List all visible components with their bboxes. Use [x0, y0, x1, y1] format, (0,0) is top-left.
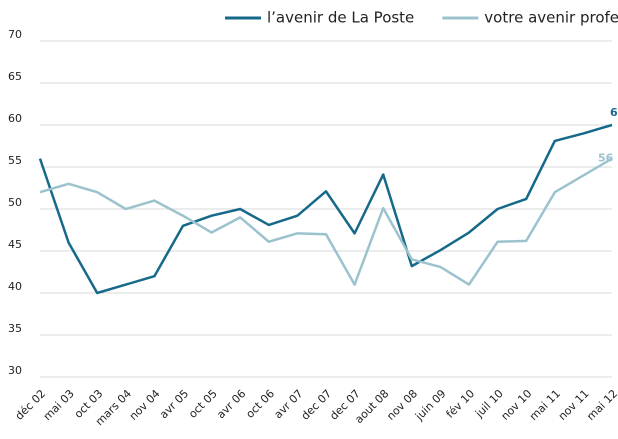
y-tick-label: 55 — [8, 154, 22, 167]
end-value-label: 56 — [598, 152, 614, 165]
legend-label: votre avenir professionnel — [484, 9, 618, 27]
series-line — [39, 157, 613, 286]
x-tick-label: nov 04 — [127, 387, 163, 423]
legend-label: l’avenir de La Poste — [267, 9, 414, 27]
x-tick-label: oct 05 — [186, 387, 220, 421]
x-tick-label: fév 10 — [444, 387, 478, 421]
x-tick-label: mai 12 — [584, 387, 618, 423]
x-tick-label: avr 06 — [214, 387, 248, 421]
x-tick-label: nov 08 — [384, 387, 420, 423]
y-tick-label: 30 — [8, 364, 22, 377]
y-tick-label: 35 — [8, 322, 22, 335]
x-tick-label: oct 06 — [243, 387, 277, 421]
y-tick-label: 40 — [8, 280, 22, 293]
x-tick-label: nov 10 — [499, 387, 535, 423]
y-tick-label: 60 — [8, 112, 22, 125]
x-tick-label: nov 11 — [556, 387, 592, 423]
y-tick-label: 45 — [8, 238, 22, 251]
x-tick-label: mai 11 — [527, 387, 563, 423]
end-value-label: 60 — [610, 106, 618, 119]
y-tick-label: 70 — [8, 28, 22, 41]
x-tick-label: juin 09 — [412, 387, 448, 423]
y-tick-label: 50 — [8, 196, 22, 209]
x-tick-label: avr 05 — [157, 387, 191, 421]
x-tick-label: dec 07 — [299, 387, 335, 423]
series-line — [38, 123, 613, 295]
y-tick-label: 65 — [8, 70, 22, 83]
x-tick-label: mai 03 — [41, 387, 77, 423]
